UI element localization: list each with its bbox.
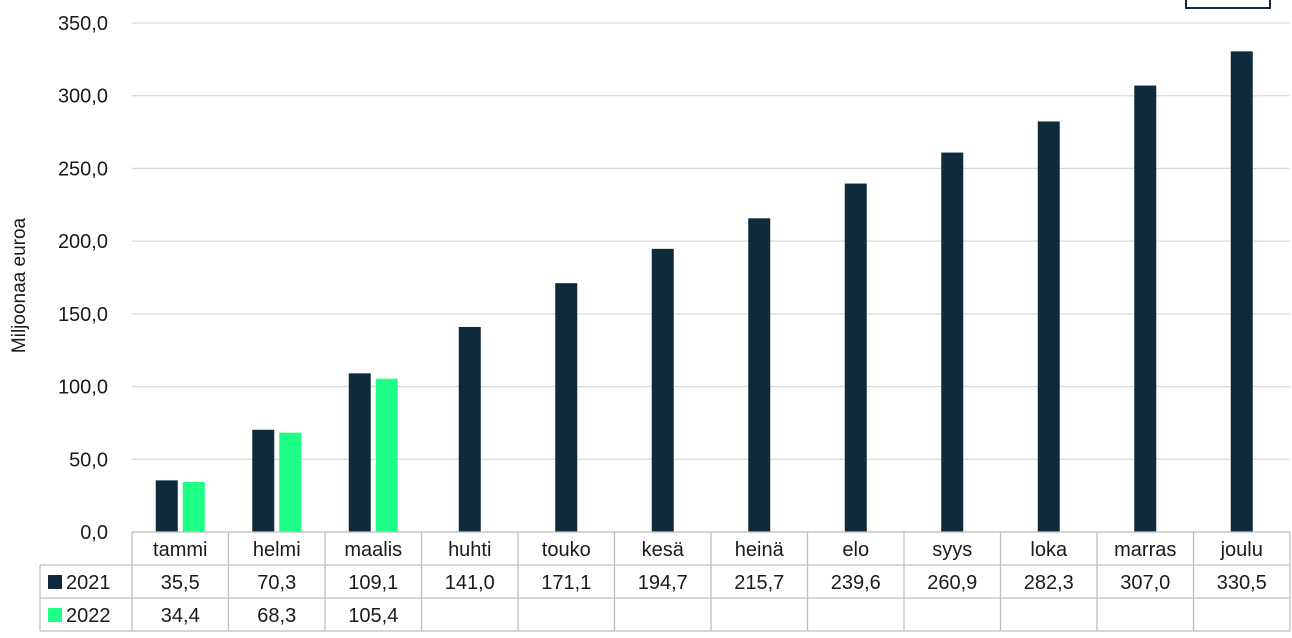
data-label-2021: 215,7 (734, 572, 784, 594)
data-label-2022: 105,4 (348, 605, 398, 627)
bar-2021-heinä (748, 218, 771, 532)
bar-2021-elo (844, 183, 867, 532)
bar-2021-helmi (252, 429, 275, 532)
x-category-label: touko (542, 539, 591, 561)
x-category-label: kesä (642, 539, 685, 561)
data-label-2021: 307,0 (1120, 572, 1170, 594)
bar-2021-syys (941, 152, 964, 533)
data-label-2021: 171,1 (541, 572, 591, 594)
legend-swatch-2021 (48, 575, 62, 589)
gridlines (132, 22, 1290, 533)
data-label-2021: 109,1 (348, 572, 398, 594)
bar-2021-maalis (348, 373, 371, 532)
legend-box-outline (1185, 0, 1271, 9)
x-category-label: huhti (448, 539, 491, 561)
x-category-label: maalis (344, 539, 402, 561)
data-label-2021: 70,3 (257, 572, 296, 594)
data-table: tammi helmi maalis huhti touko kesä heinä elo sy… (39, 531, 1291, 632)
y-axis-label: Miljoonaa euroa (9, 217, 30, 353)
x-category-label: syys (932, 539, 972, 561)
bar-2021-tammi (155, 480, 178, 532)
bar-2021-marras (1134, 85, 1157, 532)
x-category-label: joulu (1220, 539, 1263, 561)
y-tick-label: 250,0 (58, 158, 108, 180)
y-axis-tick-labels: 0,0 50,0 100,0 150,0 200,0 250,0 300,0 350,0 (58, 13, 108, 544)
data-label-2021: 239,6 (831, 572, 881, 594)
data-label-2021: 330,5 (1217, 572, 1267, 594)
bar-2021-joulu (1230, 51, 1253, 532)
x-category-label: loka (1030, 539, 1068, 561)
bars (155, 51, 1253, 533)
y-tick-label: 0,0 (80, 522, 108, 544)
data-label-2021: 194,7 (638, 572, 688, 594)
bar-2021-touko (555, 283, 578, 532)
bar-2021-kesä (651, 248, 674, 532)
data-label-2021: 260,9 (927, 572, 977, 594)
x-category-label: elo (842, 539, 869, 561)
y-tick-label: 100,0 (58, 377, 108, 399)
bar-2021-huhti (458, 326, 481, 532)
bar-2022-tammi (182, 481, 205, 532)
y-tick-label: 50,0 (69, 449, 108, 471)
bar-2021-loka (1037, 121, 1060, 532)
data-label-2021: 282,3 (1024, 572, 1074, 594)
bar-2022-helmi (279, 432, 302, 532)
data-label-2021: 35,5 (161, 572, 200, 594)
data-label-2021: 141,0 (445, 572, 495, 594)
legend-label-2022: 2022 (66, 605, 111, 627)
y-tick-label: 200,0 (58, 231, 108, 253)
x-category-label: heinä (735, 539, 785, 561)
x-category-label: marras (1114, 539, 1176, 561)
y-tick-label: 150,0 (58, 304, 108, 326)
legend-label-2021: 2021 (66, 572, 111, 594)
data-label-2022: 68,3 (257, 605, 296, 627)
bar-2022-maalis (375, 378, 398, 532)
y-tick-label: 300,0 (58, 86, 108, 108)
legend-swatch-2022 (48, 608, 62, 622)
y-tick-label: 350,0 (58, 13, 108, 35)
data-label-2022: 34,4 (161, 605, 200, 627)
x-category-label: helmi (253, 539, 301, 561)
x-category-label: tammi (153, 539, 207, 561)
